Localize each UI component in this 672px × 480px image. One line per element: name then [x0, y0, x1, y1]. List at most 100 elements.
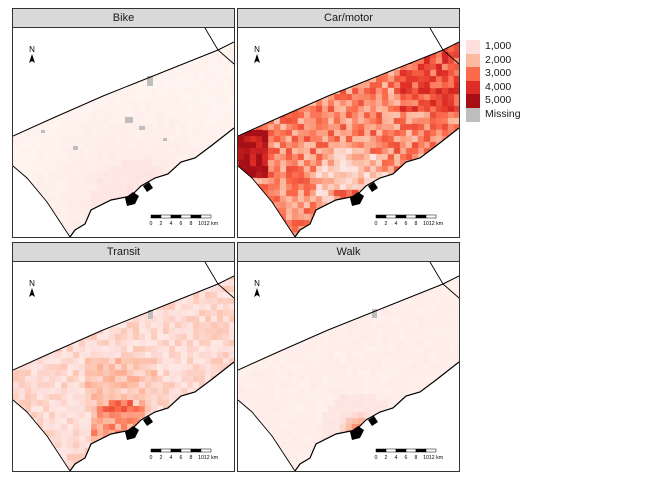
tract-cell [133, 130, 141, 138]
tract-cell [31, 214, 39, 222]
tract-cell [175, 112, 183, 120]
tract-cell [13, 453, 21, 461]
tract-cell [400, 93, 408, 101]
tract-cell [423, 315, 431, 323]
tract-cell [229, 268, 234, 275]
tract-cell [435, 165, 443, 173]
tract-cell [126, 412, 134, 420]
tract-cell [91, 100, 99, 108]
tract-cell [436, 232, 444, 237]
tract-cell [229, 34, 234, 41]
tract-cell [121, 310, 129, 318]
tract-cell [61, 285, 69, 293]
tract-cell [61, 81, 69, 89]
missing-tract [125, 117, 133, 123]
tract-cell [103, 429, 111, 437]
tract-cell [103, 28, 110, 35]
tract-cell [31, 412, 39, 420]
tract-cell [310, 232, 318, 237]
tract-cell [66, 280, 74, 288]
tract-cell [37, 45, 45, 53]
tract-cell [327, 393, 335, 401]
tract-cell [151, 424, 159, 432]
tract-cell [97, 112, 105, 120]
tract-cell [156, 441, 164, 449]
tract-cell [405, 70, 413, 78]
tract-cell [222, 466, 230, 471]
tract-cell [297, 333, 305, 341]
tract-cell [157, 207, 165, 215]
tract-cell [108, 214, 116, 222]
tract-cell [364, 375, 372, 383]
tract-cell [418, 57, 426, 65]
tract-cell [298, 268, 305, 275]
tract-cell [198, 81, 206, 89]
tract-cell [328, 100, 336, 108]
tract-cell [168, 364, 176, 372]
tract-cell [36, 418, 44, 426]
tract-cell [399, 105, 407, 113]
tract-cell [19, 340, 27, 348]
tract-cell [279, 276, 287, 282]
tract-cell [238, 303, 246, 311]
tract-cell [24, 435, 32, 443]
tract-cell [250, 118, 258, 126]
map-svg: N0 2 4 6 8 10 12 km [238, 262, 459, 471]
tract-cell [24, 76, 32, 84]
tract-cell [406, 316, 414, 324]
tract-cell [291, 232, 299, 237]
tract-cell [256, 399, 264, 407]
tract-cell [150, 430, 158, 438]
tract-cell [48, 129, 56, 137]
tract-cell [339, 105, 347, 113]
tract-cell [387, 232, 395, 237]
tract-cell [393, 388, 401, 396]
tract-cell [345, 417, 353, 425]
tract-cell [292, 123, 300, 131]
tract-cell [388, 280, 396, 288]
tract-cell [55, 388, 63, 396]
tract-cell [186, 190, 194, 198]
tract-cell [13, 309, 20, 317]
tract-cell [13, 417, 21, 425]
tract-cell [205, 304, 213, 312]
tract-cell [36, 154, 44, 162]
tract-cell [400, 190, 408, 198]
tract-cell [103, 46, 111, 54]
tract-cell [351, 42, 359, 47]
tract-cell [156, 51, 164, 59]
tract-cell [79, 34, 86, 41]
tract-cell [163, 201, 171, 209]
tract-cell [268, 297, 276, 305]
tract-cell [435, 285, 443, 293]
tract-cell [72, 442, 80, 450]
choropleth-cells [238, 42, 459, 237]
tract-cell [79, 276, 87, 281]
tract-cell [345, 111, 353, 119]
tract-cell [418, 171, 426, 179]
tract-cell [13, 315, 20, 323]
tract-cell [210, 189, 218, 197]
tract-cell [417, 276, 425, 281]
tract-cell [60, 88, 68, 96]
tract-cell [250, 207, 258, 215]
tract-cell [316, 424, 324, 432]
tract-cell [268, 166, 276, 174]
tract-cell [399, 321, 407, 329]
tract-cell [103, 195, 111, 203]
tract-cell [73, 375, 81, 383]
tract-cell [346, 189, 354, 197]
tract-cell [181, 364, 189, 372]
tract-cell [394, 339, 402, 347]
tract-cell [381, 184, 389, 192]
tract-cell [418, 357, 426, 365]
tract-cell [19, 429, 27, 437]
tract-cell [394, 82, 402, 90]
tract-cell [352, 405, 360, 413]
tract-cell [411, 418, 419, 426]
tract-cell [121, 328, 129, 336]
tract-cell [115, 328, 123, 336]
tract-cell [316, 105, 324, 113]
tract-cell [180, 315, 188, 323]
tract-cell [66, 328, 74, 336]
